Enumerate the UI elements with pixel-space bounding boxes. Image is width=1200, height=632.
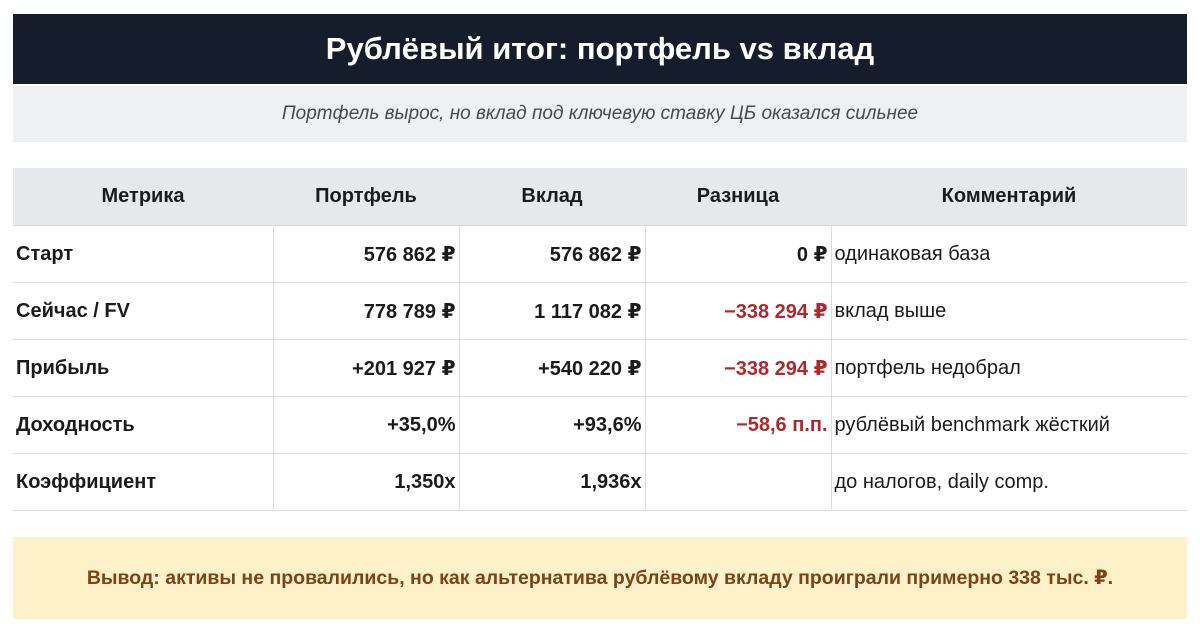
comparison-table: Метрика Портфель Вклад Разница Комментар… <box>13 168 1187 511</box>
difference-cell: −338 294 ₽ <box>645 282 832 340</box>
comment-cell: до налогов, daily comp. <box>831 453 1187 511</box>
conclusion-banner: Вывод: активы не провалились, но как аль… <box>13 537 1187 619</box>
column-header-difference: Разница <box>645 168 831 226</box>
portfolio-cell: 576 862 ₽ <box>273 225 460 283</box>
deposit-cell: 1,936x <box>459 453 646 511</box>
comment-cell: одинаковая база <box>831 225 1187 283</box>
column-header-portfolio: Портфель <box>273 168 459 226</box>
portfolio-cell: 1,350x <box>273 453 460 511</box>
table-row: Сейчас / FV 778 789 ₽ 1 117 082 ₽ −338 2… <box>13 282 1187 340</box>
table-row: Доходность +35,0% +93,6% −58,6 п.п. рубл… <box>13 396 1187 454</box>
deposit-cell: 1 117 082 ₽ <box>459 282 646 340</box>
deposit-cell: +540 220 ₽ <box>459 339 646 397</box>
page-title: Рублёвый итог: портфель vs вклад <box>13 14 1187 84</box>
table-row: Коэффициент 1,350x 1,936x до налогов, da… <box>13 453 1187 511</box>
difference-cell <box>645 453 832 511</box>
page-subtitle: Портфель вырос, но вклад под ключевую ст… <box>13 86 1187 142</box>
portfolio-cell: +201 927 ₽ <box>273 339 460 397</box>
deposit-cell: 576 862 ₽ <box>459 225 646 283</box>
metric-cell: Коэффициент <box>13 453 274 511</box>
comment-cell: рублёвый benchmark жёсткий <box>831 396 1187 454</box>
metric-cell: Прибыль <box>13 339 274 397</box>
metric-cell: Старт <box>13 225 274 283</box>
difference-cell: −338 294 ₽ <box>645 339 832 397</box>
metric-cell: Сейчас / FV <box>13 282 274 340</box>
column-header-deposit: Вклад <box>459 168 645 226</box>
column-header-metric: Метрика <box>13 168 273 226</box>
comment-cell: вклад выше <box>831 282 1187 340</box>
portfolio-cell: 778 789 ₽ <box>273 282 460 340</box>
metric-cell: Доходность <box>13 396 274 454</box>
portfolio-cell: +35,0% <box>273 396 460 454</box>
table-row: Старт 576 862 ₽ 576 862 ₽ 0 ₽ одинаковая… <box>13 225 1187 283</box>
column-header-comment: Комментарий <box>831 168 1187 226</box>
table-header-row: Метрика Портфель Вклад Разница Комментар… <box>13 168 1187 226</box>
difference-cell: 0 ₽ <box>645 225 832 283</box>
deposit-cell: +93,6% <box>459 396 646 454</box>
comment-cell: портфель недобрал <box>831 339 1187 397</box>
table-row: Прибыль +201 927 ₽ +540 220 ₽ −338 294 ₽… <box>13 339 1187 397</box>
difference-cell: −58,6 п.п. <box>645 396 832 454</box>
